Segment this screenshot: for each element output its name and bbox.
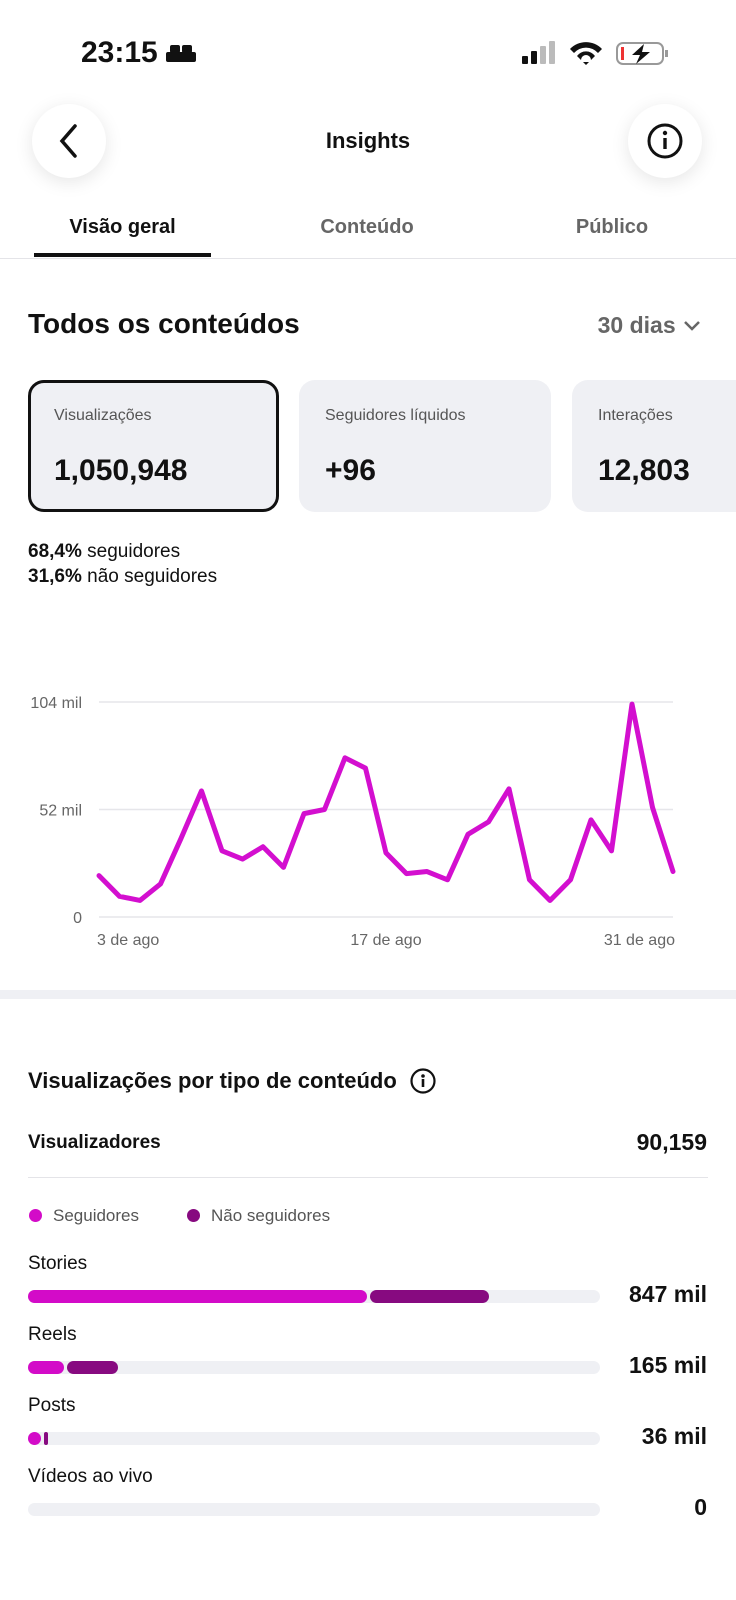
viewers-value: 90,159 xyxy=(636,1129,707,1155)
value-label: 847 mil xyxy=(629,1281,707,1307)
info-icon xyxy=(647,123,683,159)
back-icon xyxy=(59,124,77,158)
card-value: +96 xyxy=(325,454,376,487)
divider xyxy=(0,258,736,259)
status-icons xyxy=(522,41,668,65)
period-label: 30 dias xyxy=(597,312,676,338)
card-label: Interações xyxy=(598,407,673,424)
page-title: Insights xyxy=(325,128,411,153)
bar-track xyxy=(28,1503,600,1516)
legend-label: Não seguidores xyxy=(211,1206,331,1225)
breakdown-pct: 68,4% xyxy=(28,541,82,562)
status-time: 23:15 xyxy=(81,36,158,69)
tab[interactable]: Visão geral xyxy=(69,216,176,238)
legend-label: Seguidores xyxy=(53,1206,140,1225)
bar-track xyxy=(28,1361,600,1374)
line-chart: 0 52 mil 104 mil 3 de ago 17 de ago 31 de ago xyxy=(30,695,676,949)
bar-segment xyxy=(28,1361,64,1374)
breakdown-pct: 31,6% xyxy=(28,566,82,587)
value-label: 0 xyxy=(694,1494,707,1520)
x-tick-label: 17 de ago xyxy=(350,932,421,949)
bed-icon xyxy=(166,45,196,62)
card-value: 1,050,948 xyxy=(54,454,188,487)
value-label: 36 mil xyxy=(641,1423,707,1449)
category-label: Stories xyxy=(28,1253,88,1274)
breakdown-label: seguidores xyxy=(87,541,181,562)
bar-segment xyxy=(44,1432,48,1445)
info-icon[interactable] xyxy=(409,1068,437,1094)
tab-indicator xyxy=(34,253,211,257)
section-title: Todos os conteúdos xyxy=(28,308,300,339)
legend-dot xyxy=(29,1209,42,1222)
metric-card[interactable]: Visualizações 1,050,948 xyxy=(28,380,279,512)
section-separator xyxy=(0,990,736,999)
bar-segment xyxy=(369,1290,489,1303)
value-label: 165 mil xyxy=(629,1352,707,1378)
divider xyxy=(28,1177,708,1178)
legend-dot xyxy=(187,1209,200,1222)
breakdown-line: 31,6% não seguidores xyxy=(28,566,217,588)
category-label: Reels xyxy=(28,1324,77,1345)
back-button[interactable] xyxy=(32,104,106,178)
y-tick-label: 0 xyxy=(73,910,82,927)
data-line xyxy=(96,701,676,903)
x-tick-label: 3 de ago xyxy=(97,932,159,949)
tab[interactable]: Conteúdo xyxy=(320,216,414,238)
y-tick-label: 52 mil xyxy=(39,803,82,820)
breakdown-label: não seguidores xyxy=(87,566,218,587)
metric-card[interactable]: Interações 12,803 xyxy=(572,380,736,512)
bar-segment xyxy=(28,1432,42,1445)
bar-section-title: Visualizações por tipo de conteúdo xyxy=(28,1068,437,1094)
viewers-label: Visualizadores xyxy=(28,1132,161,1153)
card-label: Visualizações xyxy=(54,407,152,424)
bar-segment xyxy=(28,1290,367,1303)
bar-track xyxy=(28,1432,600,1445)
x-tick-label: 31 de ago xyxy=(604,932,675,949)
breakdown-line: 68,4% seguidores xyxy=(28,541,180,563)
metric-card[interactable]: Seguidores líquidos +96 xyxy=(299,380,551,512)
card-label: Seguidores líquidos xyxy=(325,407,466,424)
chevron xyxy=(684,321,700,331)
y-tick-label: 104 mil xyxy=(30,695,82,712)
info-button[interactable] xyxy=(628,104,702,178)
bar-chart-title: Visualizações por tipo de conteúdo xyxy=(28,1068,397,1093)
category-label: Posts xyxy=(28,1395,76,1416)
period-selector[interactable]: 30 dias xyxy=(598,312,702,339)
bar-segment xyxy=(66,1361,118,1374)
card-value: 12,803 xyxy=(598,454,690,487)
tab[interactable]: Público xyxy=(575,216,649,238)
category-label: Vídeos ao vivo xyxy=(28,1466,153,1487)
